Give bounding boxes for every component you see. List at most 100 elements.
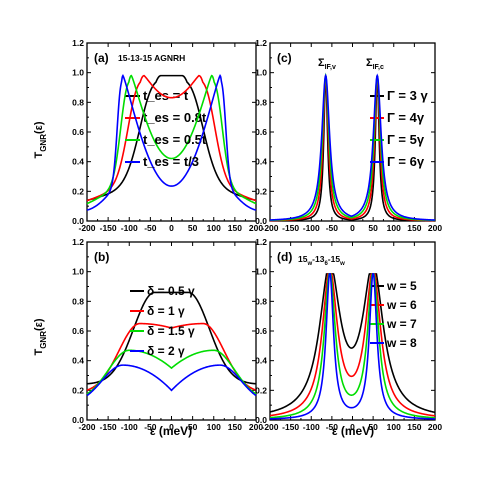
- series-line: [269, 273, 436, 417]
- y-tick-label: 1.0: [255, 68, 267, 78]
- panel-a: -200 -150 -100 -50 0 50 100 150 200 0.0 0.2 0.4 0.6 0…: [72, 38, 263, 233]
- x-tick-label: 50: [188, 422, 198, 432]
- x-tick-label: -100: [303, 422, 320, 432]
- panel-b: -200 -150 -100 -50 0 50 100 150 200 0.0 0.2 0.4 0.6 0…: [72, 237, 263, 432]
- y-tick-label: 0.8: [255, 296, 267, 306]
- legend-label: w = 6: [386, 298, 417, 312]
- x-axis-label-left: ε (meV): [150, 424, 192, 438]
- legend-label: Γ = 5γ: [387, 132, 425, 147]
- y-tick-label: 0.0: [72, 216, 84, 226]
- x-axis-label-right: ε (meV): [332, 424, 374, 438]
- sigma-if-c-label: ΣIF,c: [366, 57, 384, 71]
- legend-label: t_es = 0.8t: [143, 110, 207, 125]
- series-line: [86, 74, 257, 202]
- y-tick-label: 0.4: [255, 356, 267, 366]
- panel-c: -200 -150 -100 -50 0 50 100 150 200 0.0 0.2 0.4 0.6 0…: [255, 38, 442, 233]
- y-tick-label: 1.2: [72, 237, 84, 247]
- y-tick-label: 1.0: [72, 267, 84, 277]
- x-tick-label: -50: [326, 422, 339, 432]
- series-line: [86, 74, 257, 205]
- x-tick-label: 50: [368, 422, 378, 432]
- legend-label: δ = 2 γ: [147, 344, 185, 358]
- legend-label: w = 7: [386, 317, 417, 331]
- y-tick-label: 1.2: [255, 237, 267, 247]
- x-tick-label: -150: [282, 223, 299, 233]
- y-tick-label: 1.0: [255, 267, 267, 277]
- x-tick-label: -150: [282, 422, 299, 432]
- series-line: [269, 273, 436, 420]
- y-tick-label: 0.2: [255, 385, 267, 395]
- x-tick-label: 200: [428, 422, 442, 432]
- y-tick-label: 0.2: [255, 186, 267, 196]
- panel-label-a: (a): [94, 51, 109, 65]
- x-tick-label: -100: [303, 223, 320, 233]
- x-tick-label: 200: [428, 223, 442, 233]
- legend-label: Γ = 3 γ: [387, 88, 428, 103]
- x-tick-label: 100: [387, 422, 401, 432]
- series-line: [86, 291, 257, 385]
- panel-d: -200 -150 -100 -50 0 50 100 150 200 0.0 0.2 0.4 0.6 0…: [255, 237, 442, 432]
- y-axis-label-bottom: TGNR(ε): [33, 318, 48, 355]
- y-tick-label: 0.6: [72, 326, 84, 336]
- x-tick-label: -50: [326, 223, 339, 233]
- legend-label: w = 8: [386, 336, 417, 350]
- y-tick-label: 0.8: [255, 97, 267, 107]
- legend-label: w = 5: [386, 279, 417, 293]
- series-line: [269, 273, 436, 419]
- panel-d-annotation: 15w-136-15w: [298, 254, 345, 267]
- x-tick-label: 100: [207, 223, 221, 233]
- y-tick-label: 0.2: [72, 186, 84, 196]
- y-tick-label: 0.4: [72, 157, 84, 167]
- x-tick-label: -200: [261, 422, 278, 432]
- panel-label-d: (d): [277, 250, 292, 264]
- series-line: [86, 74, 257, 211]
- series-line: [86, 322, 257, 391]
- series-line: [269, 273, 436, 414]
- y-tick-label: 0.0: [255, 216, 267, 226]
- y-tick-label: 1.2: [72, 38, 84, 48]
- x-tick-label: 150: [407, 422, 421, 432]
- x-tick-label: 200: [249, 223, 263, 233]
- legend-label: t_es = t/3: [143, 154, 199, 169]
- series-line: [269, 72, 436, 222]
- x-tick-label: 0: [169, 422, 174, 432]
- y-axis-label-top: TGNR(ε): [33, 121, 48, 158]
- series-line: [86, 364, 257, 397]
- x-tick-label: -200: [261, 223, 278, 233]
- series-line: [269, 73, 436, 221]
- x-tick-label: 150: [407, 223, 421, 233]
- x-tick-label: 50: [368, 223, 378, 233]
- sigma-if-v-label: ΣIF,v: [318, 57, 336, 71]
- series-line: [86, 349, 257, 395]
- y-tick-label: 0.2: [72, 385, 84, 395]
- y-tick-label: 0.4: [72, 356, 84, 366]
- y-tick-label: 0.6: [255, 127, 267, 137]
- panel-label-c: (c): [277, 51, 292, 65]
- x-tick-label: -50: [144, 223, 157, 233]
- plot-frame: [269, 241, 436, 421]
- y-tick-label: 0.8: [72, 97, 84, 107]
- legend-label: Γ = 6γ: [387, 154, 425, 169]
- x-tick-label: -150: [100, 422, 117, 432]
- y-tick-label: 0.4: [255, 157, 267, 167]
- legend-label: δ = 1.5 γ: [147, 324, 195, 338]
- y-tick-label: 1.2: [255, 38, 267, 48]
- y-tick-label: 0.0: [72, 415, 84, 425]
- y-tick-label: 0.0: [255, 415, 267, 425]
- x-tick-label: 200: [249, 422, 263, 432]
- x-tick-label: 100: [207, 422, 221, 432]
- x-tick-label: 50: [188, 223, 198, 233]
- y-tick-label: 0.8: [72, 296, 84, 306]
- panel-a-annotation: 15-13-15 AGNRH: [118, 53, 185, 63]
- series-line: [86, 74, 257, 202]
- x-tick-label: 0: [169, 223, 174, 233]
- series-line: [270, 75, 435, 222]
- legend-label: δ = 1 γ: [147, 304, 185, 318]
- x-tick-label: 0: [350, 223, 355, 233]
- panel-label-b: (b): [94, 250, 109, 264]
- x-tick-label: -50: [144, 422, 157, 432]
- x-tick-label: -100: [121, 223, 138, 233]
- legend-label: t_es = 0.5t: [143, 132, 207, 147]
- y-tick-label: 1.0: [72, 68, 84, 78]
